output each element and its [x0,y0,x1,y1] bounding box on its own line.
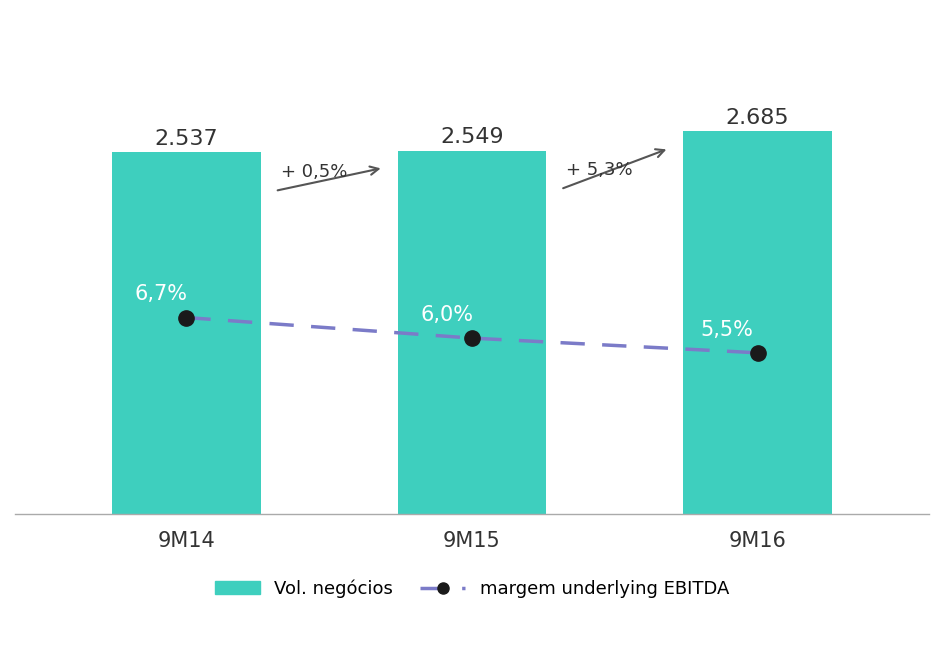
Text: + 0,5%: + 0,5% [280,163,347,181]
Text: 2.685: 2.685 [726,108,789,128]
Bar [112,152,261,514]
Text: 6,7%: 6,7% [135,285,188,305]
Text: 2.537: 2.537 [155,129,218,149]
Text: + 5,3%: + 5,3% [566,162,632,179]
Bar [397,151,547,514]
Text: 2.549: 2.549 [440,127,504,147]
Bar [683,131,832,514]
Legend: Vol. negócios, margem underlying EBITDA: Vol. negócios, margem underlying EBITDA [208,572,736,605]
Text: 5,5%: 5,5% [700,320,753,340]
Text: 6,0%: 6,0% [421,305,474,325]
